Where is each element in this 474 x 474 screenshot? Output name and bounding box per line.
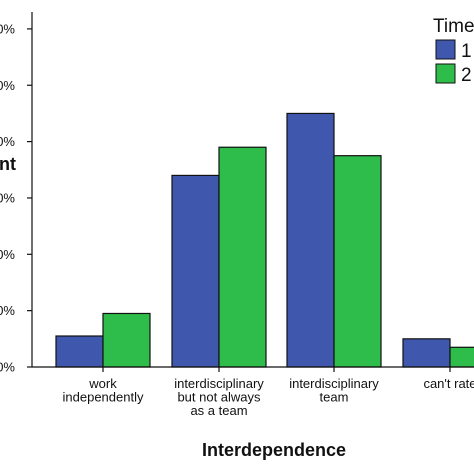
y-axis-title: nt — [0, 154, 16, 174]
x-category-label: interdisciplinary — [174, 376, 264, 391]
y-tick-label: 0% — [0, 360, 15, 375]
y-tick-label: 0% — [0, 21, 15, 36]
bar-series-2-cat-2 — [218, 146, 267, 368]
bar-series-1-cat-1 — [55, 335, 104, 368]
legend-label-2: 2 — [461, 65, 472, 86]
y-axis-ticks: 0% 0% 0% 0% 0% 0% 0% — [0, 21, 32, 375]
y-tick-label: 0% — [0, 190, 15, 205]
x-category-label: can't rate — [423, 376, 474, 391]
x-category-label: work — [88, 376, 117, 391]
y-tick-label: 0% — [0, 78, 15, 93]
y-tick-label: 0% — [0, 247, 15, 262]
legend-title: Time — [433, 16, 474, 37]
bar-series-1-cat-4 — [402, 338, 451, 368]
bar-series-2-cat-4 — [449, 346, 474, 368]
legend: Time 1 2 — [433, 16, 474, 86]
bars — [55, 112, 474, 368]
bar-series-2-cat-3 — [333, 155, 382, 368]
x-category-label: interdisciplinary — [289, 376, 379, 391]
legend-label-1: 1 — [461, 41, 472, 62]
x-category-label: independently — [63, 390, 144, 405]
x-category-label: but not always — [177, 390, 261, 405]
bar-series-1-cat-3 — [286, 112, 335, 368]
x-axis-title: Interdependence — [202, 440, 346, 460]
x-category-label: team — [320, 390, 349, 405]
legend-swatch-1 — [435, 39, 456, 60]
y-tick-label: 0% — [0, 134, 15, 149]
bar-series-1-cat-2 — [171, 174, 220, 368]
bar-series-2-cat-1 — [102, 312, 151, 368]
x-category-label: as a team — [190, 403, 247, 418]
legend-swatch-2 — [435, 63, 456, 84]
y-tick-label: 0% — [0, 303, 15, 318]
